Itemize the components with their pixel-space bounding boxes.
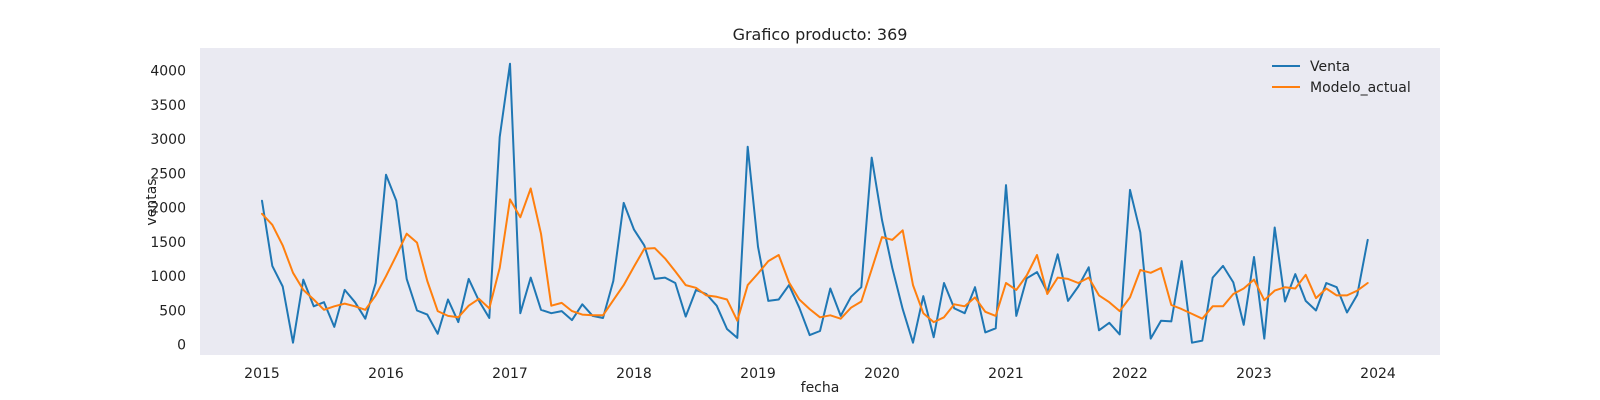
chart-title: Grafico producto: 369 xyxy=(733,25,908,44)
y-axis-label: ventas xyxy=(144,178,160,225)
y-tick-label: 3000 xyxy=(150,132,186,148)
x-tick-label: 2023 xyxy=(1236,366,1272,382)
legend: Venta Modelo_actual xyxy=(1272,59,1411,96)
y-tick-label: 1000 xyxy=(150,269,186,285)
x-tick-label: 2017 xyxy=(492,366,528,382)
y-tick-label: 4000 xyxy=(150,64,186,80)
x-tick-label: 2024 xyxy=(1360,366,1396,382)
y-tick-label: 2000 xyxy=(150,201,186,217)
x-axis-label: fecha xyxy=(801,380,840,396)
legend-label: Venta xyxy=(1310,59,1350,75)
x-tick-label: 2022 xyxy=(1112,366,1148,382)
series-line-modelo-actual xyxy=(261,187,1369,324)
y-tick-label: 1500 xyxy=(150,235,186,251)
series-line-venta xyxy=(261,62,1369,344)
x-axis: 2015 2016 2017 2018 2019 2020 2021 2022 2023 2024 xyxy=(244,366,1396,382)
x-tick-label: 2018 xyxy=(616,366,652,382)
x-tick-label: 2016 xyxy=(368,366,404,382)
y-tick-label: 0 xyxy=(177,338,186,354)
y-axis: 0 500 1000 1500 2000 2500 3000 3500 4000 xyxy=(150,64,186,354)
legend-label: Modelo_actual xyxy=(1310,80,1411,96)
y-tick-label: 2500 xyxy=(150,166,186,182)
x-tick-label: 2021 xyxy=(988,366,1024,382)
y-tick-label: 500 xyxy=(159,303,186,319)
y-tick-label: 3500 xyxy=(150,98,186,114)
x-tick-label: 2019 xyxy=(740,366,776,382)
x-tick-label: 2020 xyxy=(864,366,900,382)
series-lines xyxy=(261,62,1369,344)
x-tick-label: 2015 xyxy=(244,366,280,382)
plot-area xyxy=(200,48,1440,355)
